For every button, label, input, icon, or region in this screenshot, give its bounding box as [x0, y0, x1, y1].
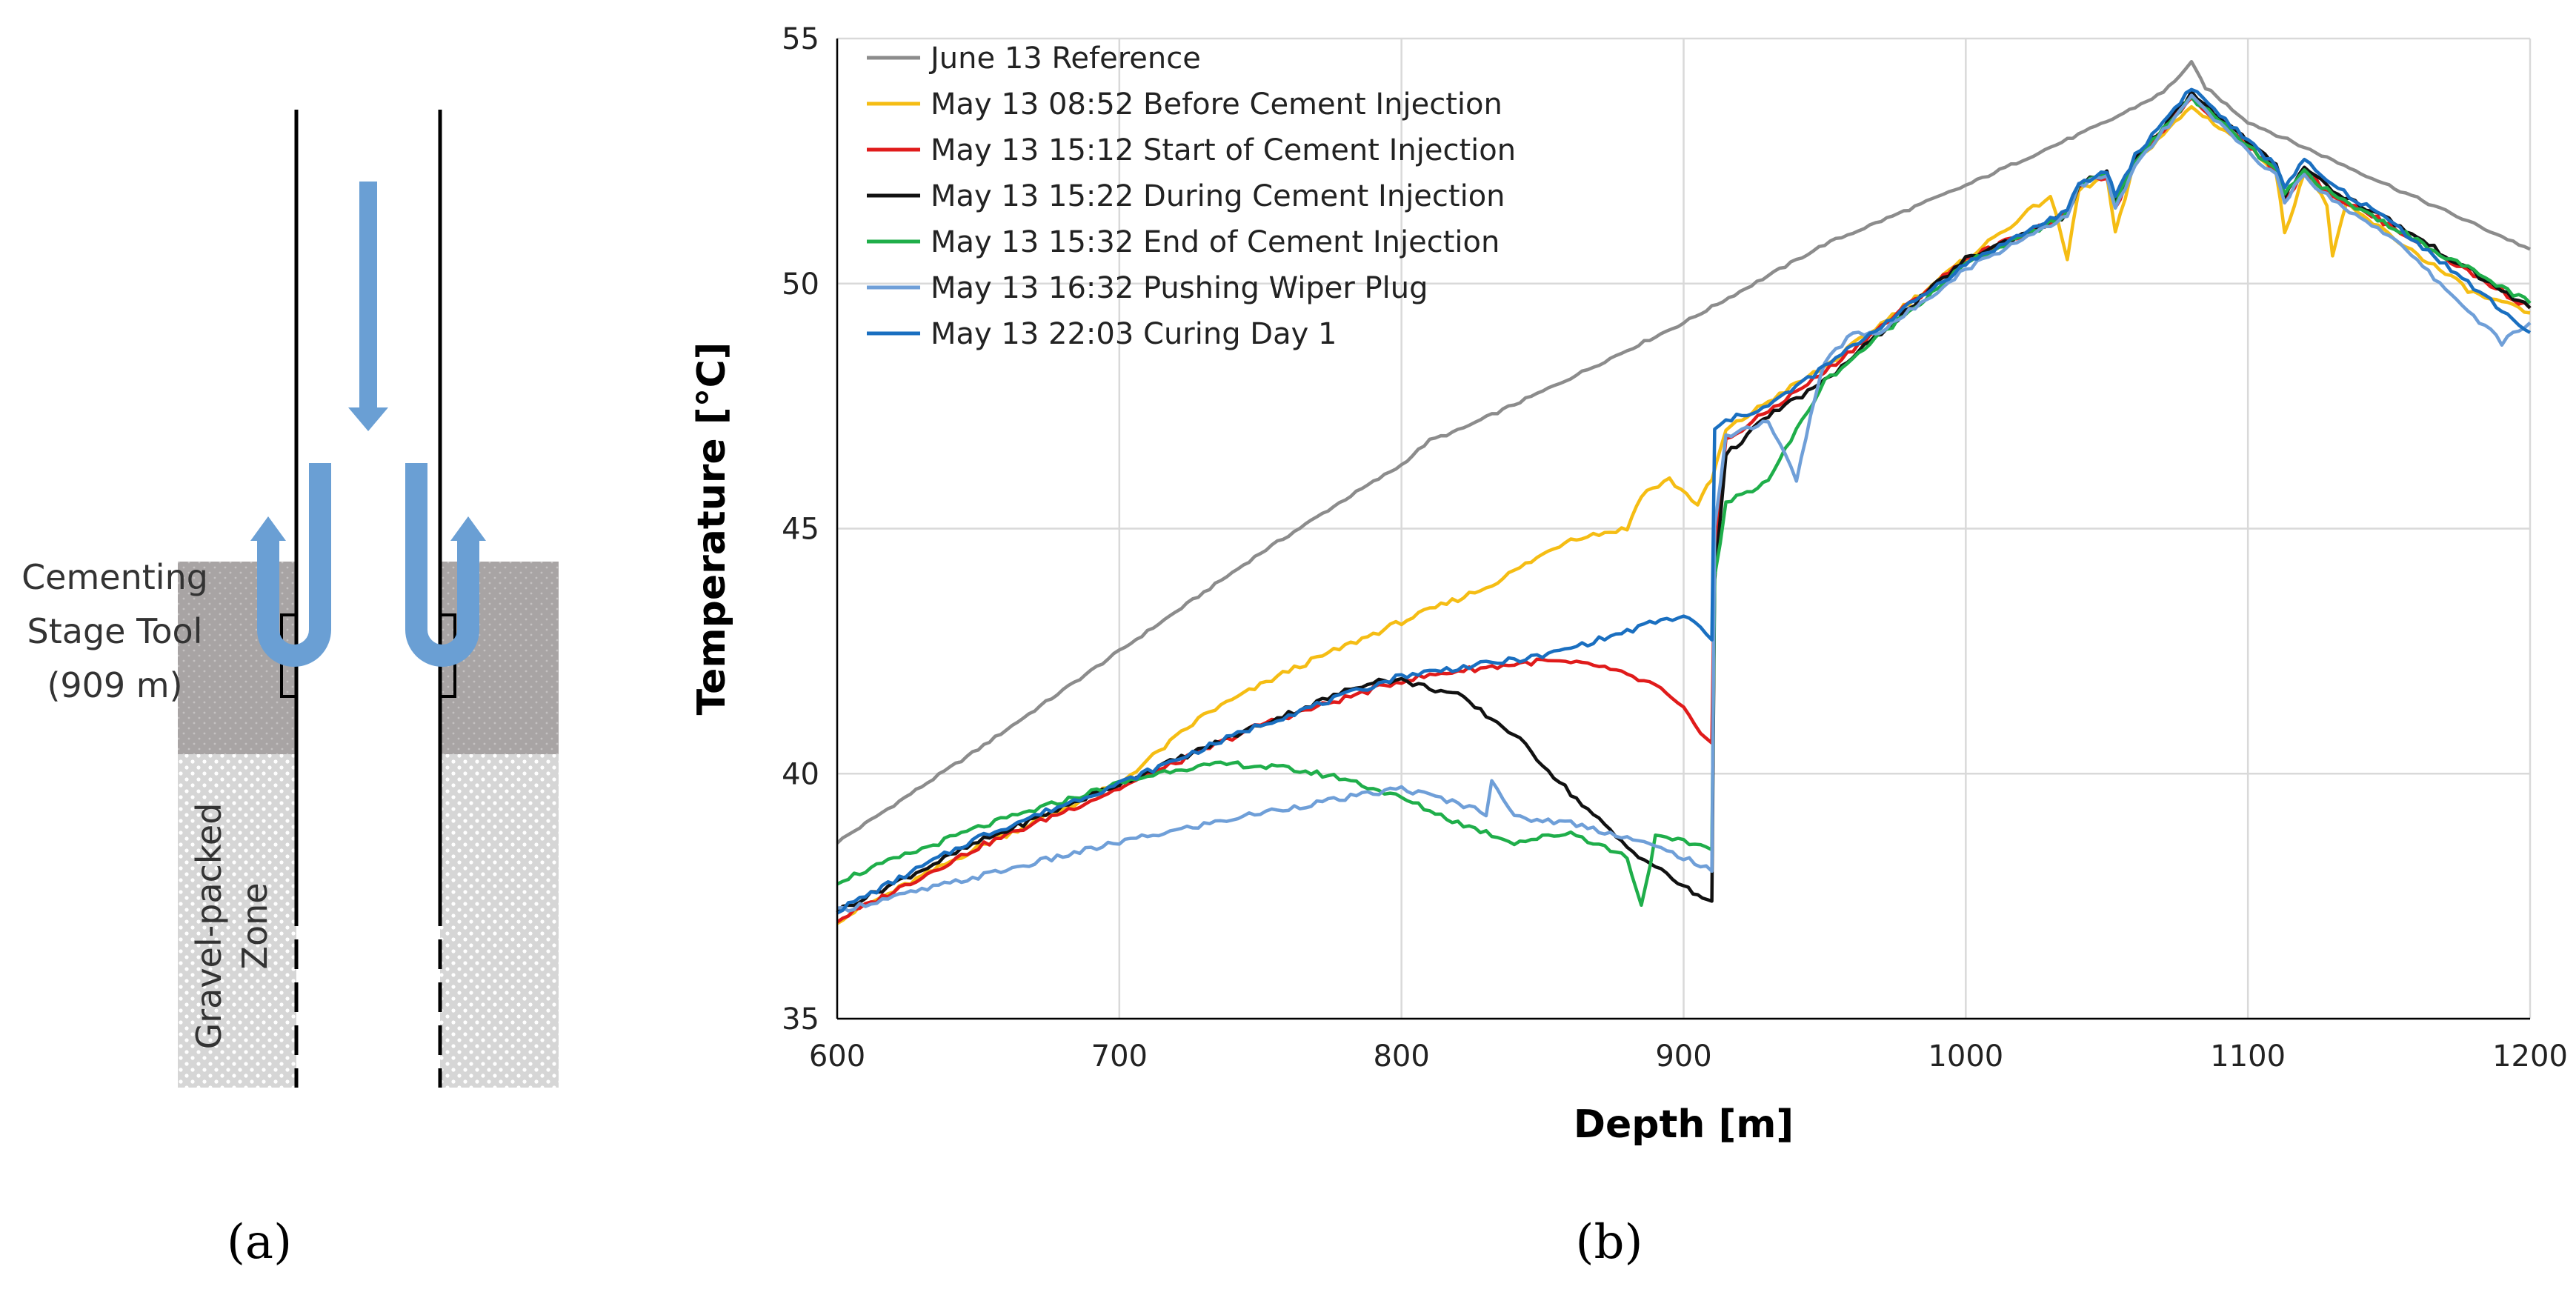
legend-label-4: May 13 15:22 During Cement Injection — [931, 179, 1505, 213]
legend-label-6: May 13 16:32 Pushing Wiper Plug — [931, 271, 1428, 305]
x-tick-label: 1100 — [2210, 1039, 2286, 1074]
schematic-svg: Cementing Stage Tool (909 m) Gravel-pack… — [21, 110, 559, 1270]
series-line-7 — [836, 87, 2532, 915]
u-turn-arrow-left-icon — [250, 463, 331, 667]
x-axis-title: Depth [m] — [1574, 1102, 1794, 1147]
y-tick-label: 35 — [782, 1002, 819, 1036]
axes-layer: 600 700 800 900 1000 1100 1200 35 40 45 50 55 — [782, 22, 2568, 1074]
y-tick-label: 50 — [782, 267, 819, 302]
x-tick-label: 1200 — [2492, 1039, 2568, 1074]
panel-b-chart: 600 700 800 900 1000 1100 1200 35 40 45 50 55 June … — [667, 0, 2576, 1294]
series-line-5 — [836, 95, 2532, 908]
x-tick-label: 1000 — [1928, 1039, 2003, 1074]
gravel-label-line1: Gravel-packed — [189, 803, 229, 1050]
caption-b: (b) — [1576, 1215, 1643, 1270]
legend-label-3: May 13 15:12 Start of Cement Injection — [931, 133, 1516, 167]
legend-label-7: May 13 22:03 Curing Day 1 — [931, 317, 1337, 351]
legend-label-5: May 13 15:32 End of Cement Injection — [931, 225, 1500, 259]
caption-a: (a) — [227, 1215, 292, 1270]
series-layer — [836, 59, 2532, 925]
legend-label-1: June 13 Reference — [928, 41, 1201, 76]
x-tick-label: 900 — [1655, 1039, 1711, 1074]
y-axis-title: Temperature [°C] — [690, 342, 734, 716]
stage-tool-label-line2: Stage Tool — [27, 611, 203, 651]
stage-tool-label-line1: Cementing — [21, 557, 208, 597]
y-tick-label: 45 — [782, 513, 819, 547]
legend: June 13 Reference May 13 08:52 Before Cem… — [867, 41, 1516, 351]
u-turn-arrow-right-icon — [405, 463, 486, 667]
stage-tool-label-line3: (909 m) — [47, 665, 182, 705]
x-tick-label: 800 — [1373, 1039, 1429, 1074]
series-line-3 — [836, 96, 2532, 924]
x-tick-label: 600 — [809, 1039, 865, 1074]
panel-a-schematic: Cementing Stage Tool (909 m) Gravel-pack… — [0, 0, 667, 1294]
series-line-6 — [836, 93, 2532, 913]
temperature-depth-chart: 600 700 800 900 1000 1100 1200 35 40 45 50 55 June … — [690, 22, 2568, 1270]
gravel-label-line2: Zone — [235, 882, 275, 969]
y-tick-label: 40 — [782, 757, 819, 791]
y-tick-label: 55 — [782, 22, 819, 56]
x-tick-label: 700 — [1091, 1039, 1148, 1074]
series-line-1 — [836, 59, 2531, 845]
down-arrow-icon — [348, 182, 388, 431]
legend-label-2: May 13 08:52 Before Cement Injection — [931, 87, 1502, 122]
